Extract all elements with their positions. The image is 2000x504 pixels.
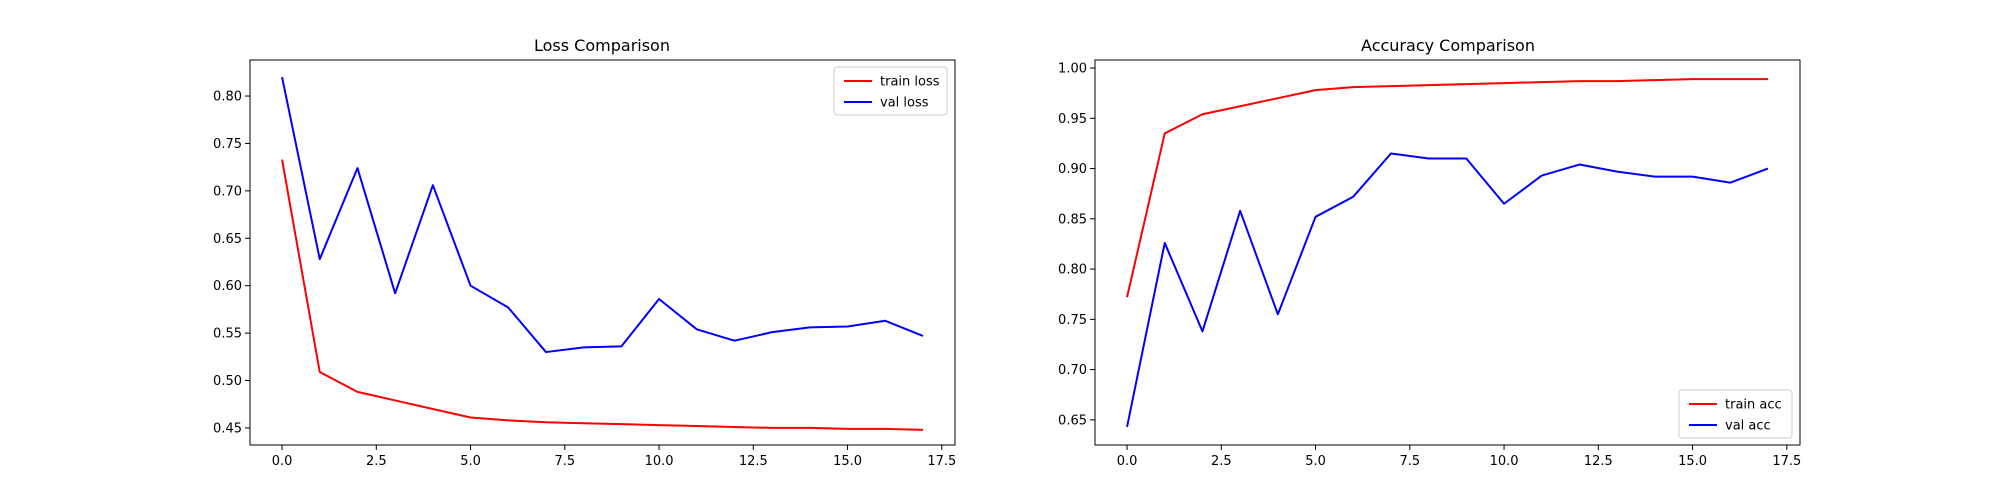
y-tick-label: 0.70 <box>213 184 242 199</box>
x-tick-label: 0.0 <box>1117 454 1138 469</box>
accuracy-chart: Accuracy Comparison 0.0 2.5 5.0 7.5 10.0 12.5… <box>1058 36 1801 469</box>
x-tick-label: 2.5 <box>1211 454 1232 469</box>
y-tick-label: 0.55 <box>213 327 242 342</box>
x-tick-label: 15.0 <box>1678 454 1707 469</box>
y-tick-label: 0.80 <box>213 90 242 105</box>
x-tick-label: 2.5 <box>366 454 387 469</box>
x-tick-label: 5.0 <box>1305 454 1326 469</box>
legend: train loss val loss <box>833 66 948 116</box>
x-tick-label: 5.0 <box>460 454 481 469</box>
y-tick-label: 0.70 <box>1058 363 1087 378</box>
x-tick-label: 0.0 <box>272 454 293 469</box>
series-line-train-acc <box>1126 78 1768 298</box>
y-tick-label: 0.50 <box>213 374 242 389</box>
legend-label: train acc <box>1725 398 1782 413</box>
x-tick-label: 15.0 <box>833 454 862 469</box>
series-line-train-loss <box>281 159 923 431</box>
x-tick-label: 10.0 <box>1490 454 1519 469</box>
x-tick-label: 17.5 <box>927 454 956 469</box>
legend: train acc val acc <box>1678 389 1793 439</box>
y-tick-label: 0.45 <box>213 421 242 436</box>
x-tick-label: 12.5 <box>1584 454 1613 469</box>
y-tick-label: 0.65 <box>1058 413 1087 428</box>
y-tick-label: 0.85 <box>1058 212 1087 227</box>
y-tick-label: 1.00 <box>1058 62 1087 77</box>
loss-chart: Loss Comparison 0.0 2.5 5.0 7.5 10.0 12.5 15.0… <box>213 36 956 469</box>
y-tick-label: 0.75 <box>1058 313 1087 328</box>
chart-title: Accuracy Comparison <box>1361 36 1535 55</box>
legend-label: train loss <box>880 75 940 90</box>
x-tick-label: 7.5 <box>554 454 575 469</box>
axes-frame <box>249 59 956 446</box>
legend-label: val acc <box>1725 419 1771 434</box>
x-tick-label: 17.5 <box>1772 454 1801 469</box>
y-tick-label: 0.80 <box>1058 263 1087 278</box>
y-tick-label: 0.65 <box>213 232 242 247</box>
x-tick-label: 12.5 <box>739 454 768 469</box>
x-tick-label: 7.5 <box>1399 454 1420 469</box>
y-tick-label: 0.95 <box>1058 112 1087 127</box>
x-tick-label: 10.0 <box>645 454 674 469</box>
axes-frame <box>1094 59 1801 446</box>
chart-title: Loss Comparison <box>534 36 670 55</box>
y-tick-label: 0.75 <box>213 137 242 152</box>
series-line-val-acc <box>1126 152 1769 428</box>
legend-label: val loss <box>880 96 929 111</box>
series-line-val-loss <box>281 76 924 354</box>
y-tick-label: 0.60 <box>213 279 242 294</box>
y-tick-label: 0.90 <box>1058 162 1087 177</box>
